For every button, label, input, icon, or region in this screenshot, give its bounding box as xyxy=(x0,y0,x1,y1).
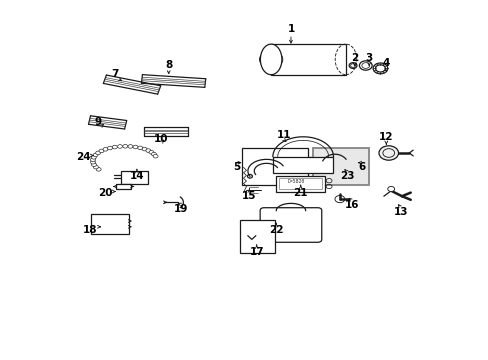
Circle shape xyxy=(90,158,95,162)
Circle shape xyxy=(122,144,127,148)
Circle shape xyxy=(112,145,117,149)
Text: 1: 1 xyxy=(287,24,294,34)
Circle shape xyxy=(149,150,154,154)
Circle shape xyxy=(117,145,122,148)
Circle shape xyxy=(133,145,138,149)
Text: 2: 2 xyxy=(350,53,357,63)
Circle shape xyxy=(90,161,95,164)
Bar xyxy=(270,44,346,75)
Circle shape xyxy=(103,148,108,151)
Text: 4: 4 xyxy=(382,58,389,68)
Bar xyxy=(312,148,368,185)
Text: 23: 23 xyxy=(339,171,354,181)
Circle shape xyxy=(99,149,104,153)
Circle shape xyxy=(138,146,142,150)
Text: 20: 20 xyxy=(98,188,112,198)
Circle shape xyxy=(151,152,156,156)
Ellipse shape xyxy=(260,44,281,75)
Text: 8: 8 xyxy=(165,60,172,70)
Text: 11: 11 xyxy=(276,130,290,140)
Circle shape xyxy=(96,167,101,171)
Text: 18: 18 xyxy=(83,225,98,235)
Bar xyxy=(276,176,325,192)
Text: 5: 5 xyxy=(233,162,240,172)
Text: 13: 13 xyxy=(393,207,407,217)
Circle shape xyxy=(145,149,150,152)
Bar xyxy=(239,220,274,253)
Circle shape xyxy=(387,186,394,192)
Text: 10: 10 xyxy=(154,134,168,144)
Circle shape xyxy=(378,146,398,160)
Text: D=5820: D=5820 xyxy=(286,179,304,184)
Text: 12: 12 xyxy=(378,132,393,142)
Bar xyxy=(241,148,307,185)
Text: 19: 19 xyxy=(173,204,188,214)
Circle shape xyxy=(128,145,133,148)
Text: 16: 16 xyxy=(344,200,359,210)
Text: 22: 22 xyxy=(268,225,283,235)
Text: 21: 21 xyxy=(293,188,307,198)
Bar xyxy=(279,178,322,189)
FancyBboxPatch shape xyxy=(260,208,321,242)
Circle shape xyxy=(93,165,98,169)
Bar xyxy=(121,171,147,184)
Circle shape xyxy=(91,156,96,159)
Text: 15: 15 xyxy=(242,191,256,201)
Text: 14: 14 xyxy=(129,171,144,181)
Text: 3: 3 xyxy=(365,53,372,63)
Text: 7: 7 xyxy=(111,69,119,79)
Circle shape xyxy=(96,151,101,155)
Text: 9: 9 xyxy=(94,117,101,127)
Circle shape xyxy=(142,147,147,151)
Bar xyxy=(116,184,131,189)
Text: 17: 17 xyxy=(249,247,264,257)
Circle shape xyxy=(93,153,98,157)
Bar xyxy=(91,214,128,234)
Circle shape xyxy=(91,163,96,167)
Bar xyxy=(272,157,333,173)
Text: 6: 6 xyxy=(358,162,365,172)
Circle shape xyxy=(107,146,112,150)
Text: 24: 24 xyxy=(76,152,90,162)
Circle shape xyxy=(153,154,158,158)
